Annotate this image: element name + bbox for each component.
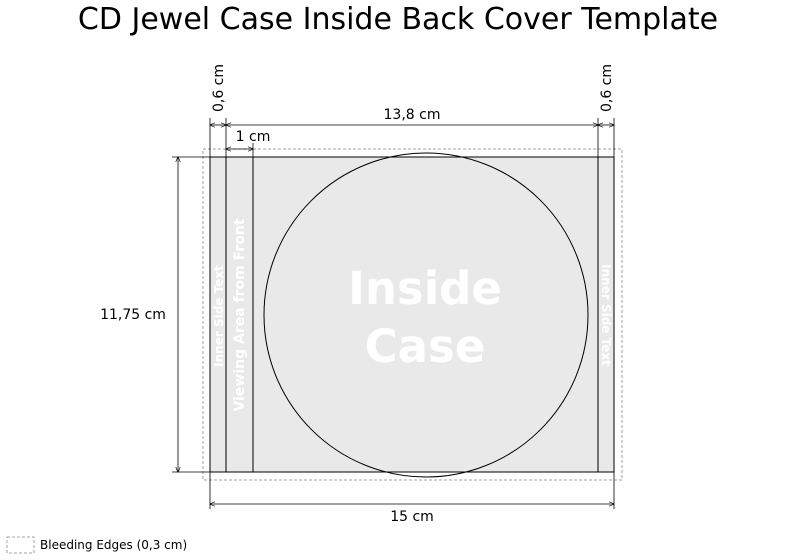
inner-side-text-right: Inner Side Text [599, 264, 613, 366]
legend-bleed-label: Bleeding Edges (0,3 cm) [40, 538, 187, 552]
disc-circle [263, 152, 589, 478]
label-left-spine: 0,6 cm [211, 64, 227, 112]
center-text-line1: Inside [348, 262, 502, 315]
page-title: CD Jewel Case Inside Back Cover Template [77, 2, 719, 37]
label-inner-width: 13,8 cm [384, 107, 441, 123]
cover-panel [209, 156, 615, 473]
label-total-width: 15 cm [390, 509, 434, 525]
label-right-spine: 0,6 cm [599, 64, 615, 112]
center-text-line2: Case [365, 320, 486, 373]
legend-bleed-swatch [6, 536, 35, 554]
label-viewing-width: 1 cm [236, 129, 271, 145]
viewing-area-text: Viewing Area from Front [232, 218, 248, 411]
label-height: 11,75 cm [100, 307, 166, 323]
inner-side-text-left: Inner Side Text [212, 265, 226, 367]
